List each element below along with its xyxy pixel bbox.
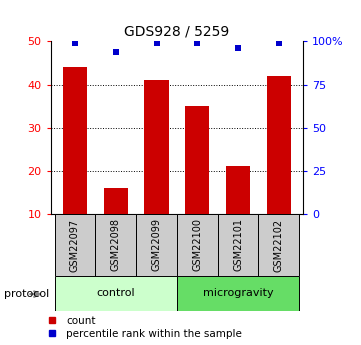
Text: microgravity: microgravity bbox=[203, 288, 273, 298]
Bar bbox=[185, 106, 209, 214]
Bar bbox=[55, 214, 95, 276]
Text: protocol: protocol bbox=[4, 289, 49, 299]
Bar bbox=[144, 80, 169, 214]
Text: GSM22100: GSM22100 bbox=[192, 218, 202, 272]
Point bbox=[276, 40, 282, 46]
Bar bbox=[218, 214, 258, 276]
Bar bbox=[136, 214, 177, 276]
Bar bbox=[177, 214, 218, 276]
Bar bbox=[55, 276, 177, 310]
Bar bbox=[226, 167, 250, 214]
Bar bbox=[63, 67, 87, 214]
Point bbox=[154, 40, 160, 46]
Text: GSM22102: GSM22102 bbox=[274, 218, 284, 272]
Point bbox=[72, 40, 78, 46]
Bar bbox=[258, 214, 299, 276]
Point bbox=[235, 46, 241, 51]
Text: GSM22099: GSM22099 bbox=[152, 218, 161, 272]
Legend: count, percentile rank within the sample: count, percentile rank within the sample bbox=[41, 316, 242, 339]
Bar bbox=[266, 76, 291, 214]
Text: GSM22097: GSM22097 bbox=[70, 218, 80, 272]
Bar bbox=[104, 188, 128, 214]
Bar bbox=[177, 276, 299, 310]
Point bbox=[194, 40, 200, 46]
Text: control: control bbox=[96, 288, 135, 298]
Text: GSM22101: GSM22101 bbox=[233, 218, 243, 272]
Text: GSM22098: GSM22098 bbox=[111, 218, 121, 272]
Bar bbox=[95, 214, 136, 276]
Point bbox=[113, 49, 119, 55]
Title: GDS928 / 5259: GDS928 / 5259 bbox=[124, 25, 230, 39]
